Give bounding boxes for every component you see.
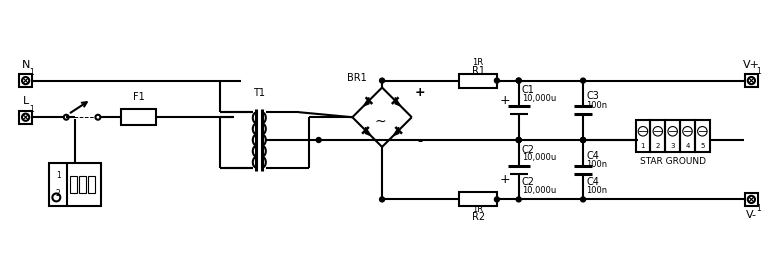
Bar — [745, 74, 758, 87]
Bar — [745, 193, 758, 206]
Text: 10,000u: 10,000u — [522, 186, 556, 195]
Text: V-: V- — [746, 210, 757, 220]
Bar — [70, 176, 77, 193]
Text: 1: 1 — [756, 67, 761, 76]
Circle shape — [96, 115, 100, 120]
Bar — [695, 120, 710, 152]
Circle shape — [517, 137, 521, 143]
Text: 4: 4 — [685, 143, 689, 149]
Bar — [79, 176, 86, 193]
Text: -: - — [417, 136, 422, 148]
Circle shape — [517, 137, 521, 143]
Text: L: L — [23, 96, 29, 106]
Circle shape — [380, 78, 384, 83]
Text: 1: 1 — [56, 171, 61, 180]
Text: 3: 3 — [671, 143, 675, 149]
Bar — [19, 111, 32, 124]
Circle shape — [517, 137, 521, 143]
Text: 100n: 100n — [586, 160, 607, 169]
Circle shape — [517, 78, 521, 83]
Text: C1: C1 — [522, 85, 534, 95]
Circle shape — [517, 197, 521, 202]
Text: N: N — [22, 60, 30, 70]
Text: V+: V+ — [743, 60, 760, 70]
Text: C3: C3 — [586, 92, 599, 101]
Circle shape — [316, 137, 321, 143]
Circle shape — [517, 78, 521, 83]
Text: 5: 5 — [700, 143, 705, 149]
Circle shape — [580, 137, 586, 143]
Bar — [665, 120, 680, 152]
Text: 2: 2 — [56, 189, 61, 198]
Bar — [49, 163, 101, 206]
Bar — [459, 74, 497, 88]
Text: R1: R1 — [471, 66, 485, 76]
Text: +: + — [415, 86, 425, 99]
Text: 1: 1 — [756, 204, 761, 213]
Text: F1: F1 — [132, 92, 145, 102]
Bar — [636, 120, 650, 152]
Text: C4: C4 — [586, 151, 599, 161]
Text: 100n: 100n — [586, 186, 607, 195]
Bar — [88, 176, 95, 193]
Bar — [459, 192, 497, 206]
Polygon shape — [364, 97, 369, 106]
Circle shape — [64, 115, 68, 120]
Polygon shape — [394, 127, 398, 136]
Text: BR1: BR1 — [348, 73, 367, 83]
Text: ~: ~ — [374, 114, 386, 128]
Polygon shape — [395, 97, 401, 106]
Text: R2: R2 — [471, 212, 485, 222]
Bar — [121, 109, 156, 125]
Circle shape — [580, 197, 586, 202]
Text: 10,000u: 10,000u — [522, 153, 556, 162]
Text: 10,000u: 10,000u — [522, 94, 556, 103]
Text: 1R: 1R — [472, 205, 484, 214]
Circle shape — [380, 197, 384, 202]
Text: STAR GROUND: STAR GROUND — [640, 157, 706, 166]
Text: C2: C2 — [522, 145, 534, 155]
Text: +: + — [499, 173, 510, 186]
Text: C4: C4 — [586, 177, 599, 186]
Text: 2: 2 — [656, 143, 660, 149]
Text: T1: T1 — [254, 88, 265, 99]
Bar — [650, 120, 665, 152]
Bar — [680, 120, 695, 152]
Text: 100n: 100n — [586, 101, 607, 110]
Circle shape — [495, 78, 499, 83]
Text: +: + — [499, 94, 510, 107]
Circle shape — [580, 137, 586, 143]
Text: C2: C2 — [522, 177, 534, 186]
Polygon shape — [366, 127, 371, 136]
Text: 1: 1 — [30, 68, 34, 77]
Circle shape — [495, 197, 499, 202]
Bar — [19, 74, 32, 87]
Text: 1: 1 — [30, 105, 34, 114]
Circle shape — [580, 78, 586, 83]
Circle shape — [580, 137, 586, 143]
Text: 1: 1 — [641, 143, 645, 149]
Text: 1R: 1R — [472, 58, 484, 67]
